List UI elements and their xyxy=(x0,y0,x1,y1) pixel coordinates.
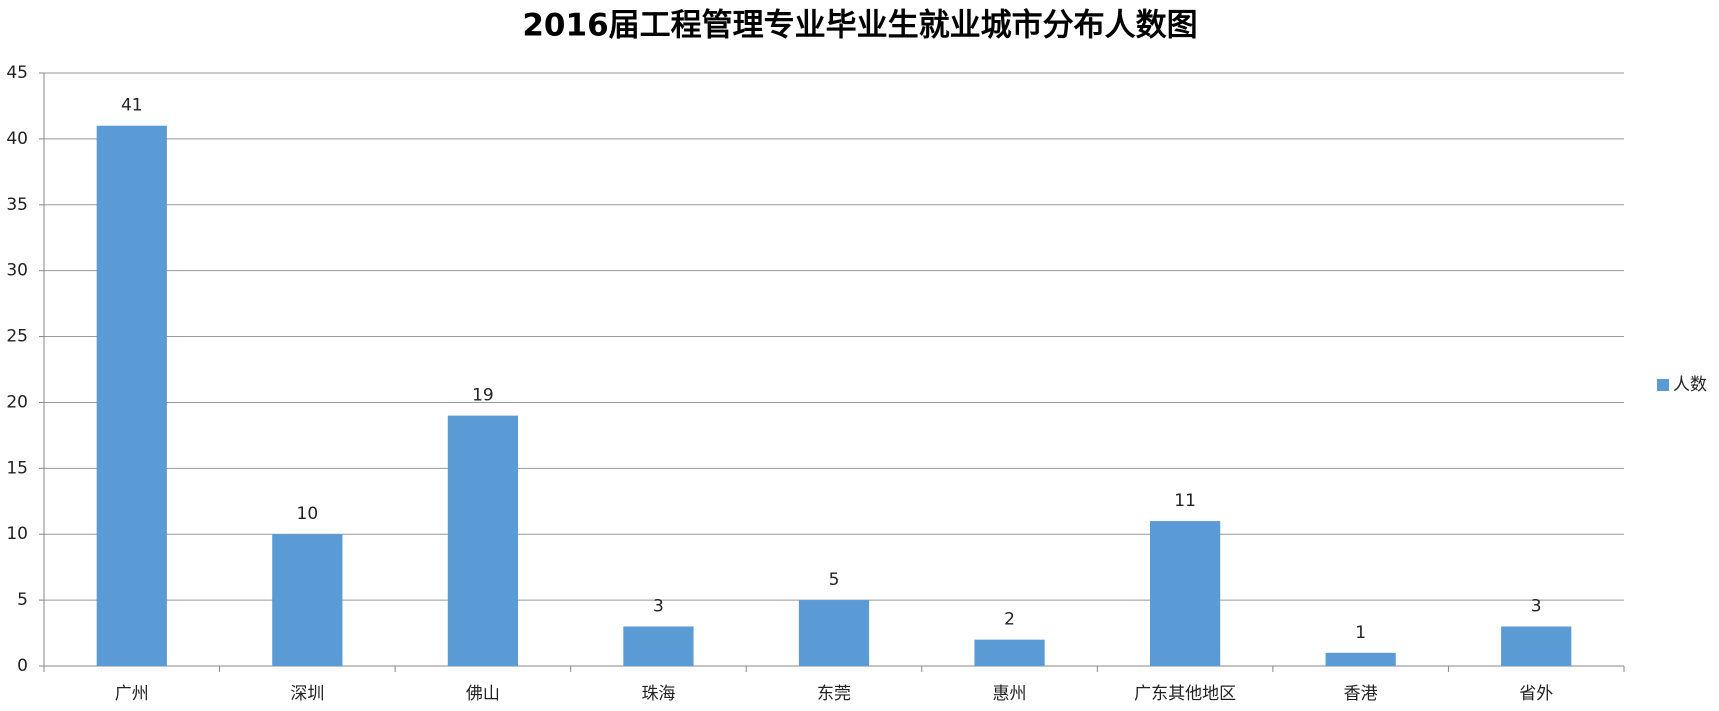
bar xyxy=(623,626,694,666)
data-label: 19 xyxy=(472,386,494,406)
legend-swatch xyxy=(1657,379,1669,391)
y-tick-label: 15 xyxy=(6,458,28,478)
y-tick-label: 35 xyxy=(6,195,28,215)
x-tick-label: 惠州 xyxy=(993,684,1027,704)
bar xyxy=(1150,521,1221,666)
data-label: 5 xyxy=(829,570,840,590)
y-tick-label: 5 xyxy=(17,590,28,610)
x-tick-label: 广州 xyxy=(115,684,149,704)
bar xyxy=(447,415,518,666)
y-tick-label: 25 xyxy=(6,327,28,347)
x-tick-label: 东莞 xyxy=(817,684,851,704)
bar xyxy=(1501,626,1572,666)
data-label: 11 xyxy=(1174,491,1196,511)
legend-label: 人数 xyxy=(1673,375,1707,395)
y-tick-label: 40 xyxy=(6,129,28,149)
x-tick-label: 省外 xyxy=(1519,684,1553,704)
x-tick-label: 广东其他地区 xyxy=(1134,684,1236,704)
y-tick-label: 30 xyxy=(6,261,28,281)
data-label: 3 xyxy=(653,596,664,616)
data-label: 3 xyxy=(1531,596,1542,616)
x-tick-label: 珠海 xyxy=(641,684,675,704)
y-tick-label: 45 xyxy=(6,63,28,83)
y-tick-label: 0 xyxy=(17,656,28,676)
bar xyxy=(1325,652,1396,666)
chart-title: 2016届工程管理专业毕业生就业城市分布人数图 xyxy=(522,8,1197,44)
bar xyxy=(974,639,1045,666)
data-label: 2 xyxy=(1004,610,1015,630)
x-tick-label: 香港 xyxy=(1344,684,1378,704)
bar xyxy=(96,125,167,666)
bar xyxy=(272,534,343,666)
x-tick-label: 深圳 xyxy=(290,684,324,704)
data-label: 10 xyxy=(297,504,319,524)
data-label: 1 xyxy=(1355,623,1366,643)
y-tick-label: 10 xyxy=(6,524,28,544)
x-tick-label: 佛山 xyxy=(466,684,500,704)
y-tick-label: 20 xyxy=(6,392,28,412)
bar xyxy=(798,600,870,666)
data-label: 41 xyxy=(121,96,143,116)
